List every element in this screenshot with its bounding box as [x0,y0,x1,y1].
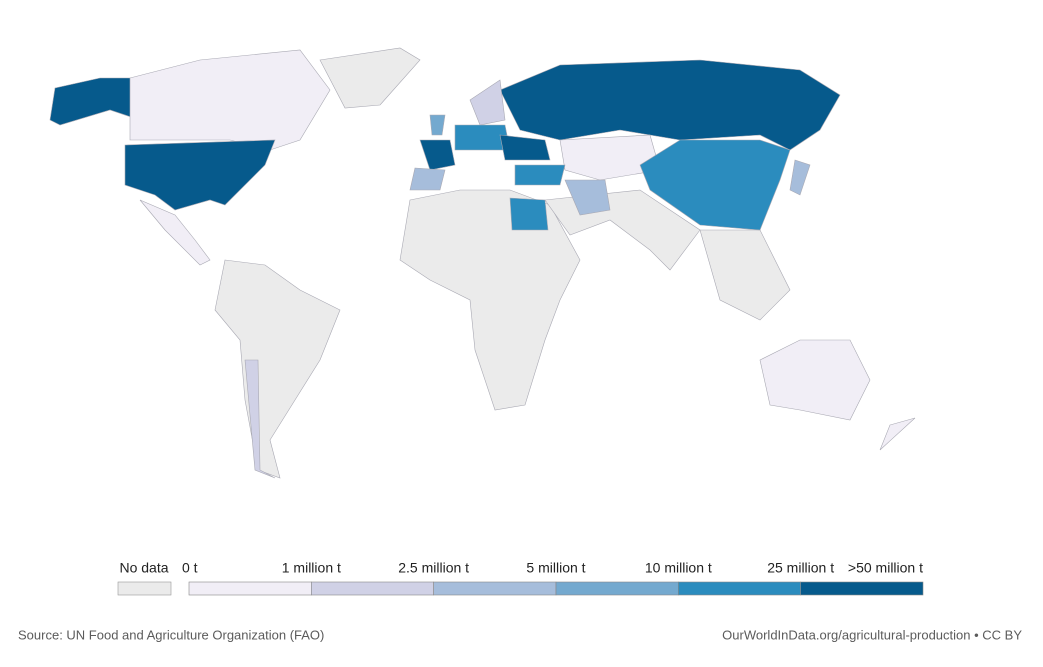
iran [564,179,611,216]
egypt [509,197,549,231]
legend-bin [188,581,312,596]
japan [789,159,811,196]
no-data-swatch [117,581,172,596]
legend-tick-label: >50 million t [848,560,923,576]
canada [129,49,331,151]
scandinavia [469,79,506,126]
new-zealand [879,417,916,451]
legend-tick-label: 0 t [182,560,198,576]
usa [124,139,276,211]
turkey [514,164,566,186]
france [419,139,456,171]
legend: No data 0 t 1 million t 2.5 million t 5 mill… [117,560,924,596]
legend-tick-label: 1 million t [282,560,341,576]
mexico [139,199,211,266]
ukraine [499,134,551,161]
legend-bin [555,581,679,596]
china [639,139,791,231]
world-map [49,47,916,479]
legend-tick-label: 25 million t [767,560,834,576]
spain [409,167,446,191]
legend-bin [433,581,557,596]
legend-bin [800,581,924,596]
chile [244,359,276,479]
africa [399,189,581,411]
greenland [319,47,421,109]
no-data-label: No data [119,560,168,576]
source: Source: UN Food and Agriculture Organiza… [18,627,324,642]
southeast-asia [699,229,791,321]
uk [429,114,446,136]
australia [759,339,871,421]
south-america [214,259,341,479]
russia [499,59,841,151]
legend-tick-label: 5 million t [526,560,585,576]
legend-bin [311,581,434,596]
legend-bin [678,581,801,596]
legend-tick-label: 10 million t [645,560,712,576]
legend-tick-label: 2.5 million t [398,560,469,576]
source-url[interactable]: OurWorldInData.org/agricultural-producti… [722,627,1022,642]
alaska [49,77,151,126]
